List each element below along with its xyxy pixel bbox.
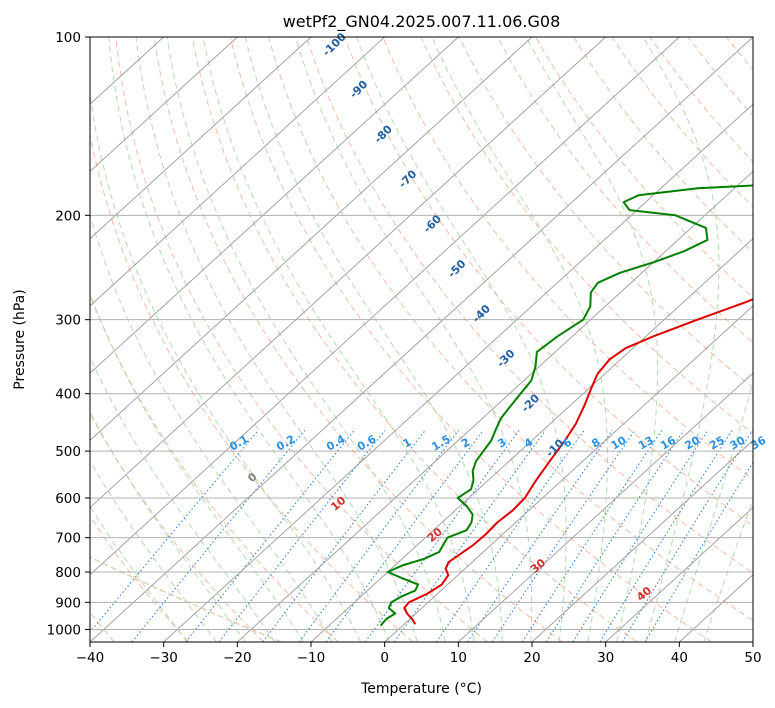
dry-adiabat-line [191, 37, 638, 642]
dry-adiabat-line [153, 37, 563, 642]
mixing-ratio-line [572, 429, 709, 642]
x-tick-label: −30 [149, 650, 178, 666]
isotherm-line [90, 37, 606, 509]
dry-adiabat-line [496, 37, 753, 344]
dewpoint-profile-line [379, 184, 753, 627]
moist-adiabat-line [202, 37, 475, 642]
mixing-ratio-line [131, 429, 306, 642]
x-tick-label: 40 [671, 650, 688, 666]
background-lines [90, 37, 753, 642]
grid-lines [90, 37, 753, 642]
isotherm-line [531, 439, 753, 642]
y-tick-label: 100 [55, 30, 81, 46]
dry-adiabat-line [420, 37, 753, 435]
mixing-ratio-line [298, 429, 460, 642]
dry-adiabat-line [268, 37, 753, 622]
mixing-ratio-line [599, 429, 733, 642]
moist-adiabat-line [525, 37, 659, 642]
dry-adiabat-line [90, 131, 414, 642]
moist-adiabat-line [90, 459, 217, 642]
x-tick-label: 10 [450, 650, 467, 666]
y-tick-label: 700 [55, 531, 81, 547]
mixing-ratio-line [491, 429, 636, 642]
mixing-ratio-line [644, 461, 753, 642]
mixing-ratio-line [262, 429, 426, 642]
profile-series [379, 184, 753, 627]
mixing-ratio-line [185, 429, 355, 642]
plot-frame [89, 36, 754, 643]
y-tick-label: 800 [55, 565, 81, 581]
moist-adiabat-line [244, 37, 503, 642]
moist-adiabat-line [108, 37, 390, 642]
isotherm-line [163, 103, 753, 642]
mixing-ratio-line [467, 429, 613, 642]
moist-adiabat-line [642, 37, 720, 642]
y-tick-label: 400 [55, 387, 81, 403]
x-axis-label: Temperature (°C) [360, 681, 482, 697]
y-axis-label: Pressure (hPa) [12, 289, 28, 389]
isotherm-line [90, 37, 312, 240]
isotherm-line [90, 37, 533, 441]
isotherm-line [90, 37, 680, 576]
dry-adiabat-line [115, 37, 488, 642]
moist-adiabat-line [674, 380, 753, 642]
dry-adiabat-line [306, 37, 753, 574]
isotherm-line [237, 170, 753, 642]
x-tick-label: 20 [523, 650, 540, 666]
chart-title: wetPf2_GN04.2025.007.11.06.G08 [283, 12, 561, 32]
mixing-ratio-line [621, 430, 753, 642]
moist-adiabat-line [431, 37, 608, 642]
mixing-ratio-line [435, 429, 585, 642]
dry-adiabat-line [573, 37, 753, 253]
temperature-profile-line [403, 298, 753, 625]
y-tick-label: 900 [55, 595, 81, 611]
isotherm-line [310, 238, 753, 642]
dry-adiabat-line [344, 37, 753, 527]
dry-adiabat-line [229, 37, 712, 642]
isotherm-line [605, 506, 753, 642]
moist-adiabat-line [356, 37, 567, 642]
x-tick-label: −10 [297, 650, 326, 666]
isotherm-line [90, 37, 238, 173]
moist-adiabat-line [90, 90, 362, 642]
x-tick-label: 50 [744, 650, 761, 666]
x-tick-label: 30 [597, 650, 614, 666]
moist-adiabat-line [295, 37, 533, 642]
y-tick-label: 500 [55, 444, 81, 460]
x-tick-label: 0 [380, 650, 389, 666]
dry-adiabat-line [90, 412, 264, 642]
y-tick-label: 600 [55, 491, 81, 507]
isotherm-line [90, 37, 385, 307]
isotherm-line [458, 372, 753, 642]
axes: −40 −30 −20 −10 0 10 20 30 40 50 1000 900 800 700 600 5… [47, 30, 762, 666]
dry-adiabat-line [649, 37, 753, 163]
mixing-ratio-line [393, 429, 547, 642]
isotherm-line [90, 37, 753, 642]
dry-adiabat-line [382, 37, 753, 481]
isotherm-line [90, 37, 459, 374]
moist-adiabat-line [90, 356, 276, 642]
moist-adiabat-line [90, 292, 304, 642]
moist-adiabat-line [90, 410, 247, 642]
mixing-ratio-line [218, 429, 386, 642]
y-tick-label: 1000 [47, 622, 81, 638]
x-tick-label: −20 [223, 650, 252, 666]
isotherm-line [384, 305, 753, 642]
y-tick-label: 200 [55, 208, 81, 224]
moist-adiabat-line [90, 505, 188, 642]
dry-adiabat-line [458, 37, 753, 389]
x-tick-label: −40 [76, 650, 105, 666]
y-tick-label: 300 [55, 313, 81, 329]
